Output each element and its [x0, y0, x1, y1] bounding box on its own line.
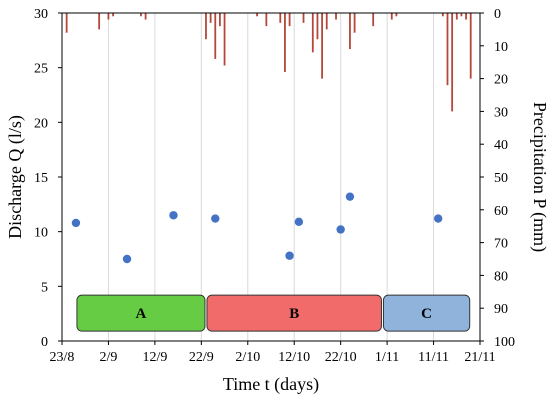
- right-y-tick-label: 50: [494, 171, 508, 186]
- precipitation-bar: [265, 13, 268, 27]
- x-tick-label: 23/8: [50, 350, 75, 365]
- left-y-tick-label: 20: [34, 116, 48, 131]
- right-y-axis-title: Precipitation P (mm): [529, 102, 550, 252]
- precipitation-series: [65, 13, 472, 112]
- discharge-point: [336, 225, 345, 234]
- right-y-tick-label: 10: [494, 40, 508, 55]
- precipitation-bar: [455, 13, 458, 20]
- discharge-point: [434, 214, 443, 223]
- period-bands: A B C: [76, 294, 471, 332]
- x-tick-label: 22/9: [189, 350, 214, 365]
- precipitation-bar: [214, 13, 217, 59]
- right-y-tick-label: 60: [494, 204, 508, 219]
- left-y-tick-label: 0: [41, 335, 48, 350]
- x-tick-label: 12/9: [142, 350, 167, 365]
- precipitation-bar: [469, 13, 472, 79]
- grid-lines: [107, 13, 481, 341]
- precipitation-bar: [372, 13, 375, 27]
- precipitation-bar: [349, 13, 351, 50]
- x-axis-title: Time t (days): [223, 374, 319, 395]
- precipitation-bar: [98, 13, 101, 30]
- right-y-tick-label: 90: [494, 302, 508, 317]
- right-y-tick-label: 40: [494, 138, 508, 153]
- precipitation-bar: [219, 13, 221, 27]
- precipitation-bar: [107, 13, 110, 20]
- precipitation-bar: [441, 13, 444, 17]
- precipitation-bar: [321, 13, 323, 79]
- period-B-label: B: [289, 306, 299, 322]
- precipitation-bar: [144, 13, 147, 20]
- precipitation-bar: [316, 13, 319, 40]
- left-y-tick-label: 15: [34, 171, 48, 186]
- precipitation-bar: [311, 13, 314, 53]
- right-y-tick-label: 0: [494, 7, 501, 22]
- precipitation-bar: [256, 13, 258, 17]
- precipitation-bar: [325, 13, 328, 30]
- left-y-tick-label: 5: [41, 280, 48, 295]
- precipitation-bar: [205, 13, 207, 40]
- precipitation-bar: [279, 13, 282, 23]
- left-y-tick-label: 30: [34, 7, 48, 22]
- right-y-tick-label: 20: [494, 73, 508, 88]
- precipitation-bar: [390, 13, 393, 20]
- right-y-tick-label: 30: [494, 105, 508, 120]
- precipitation-bar: [465, 13, 467, 20]
- x-tick-label: 2/10: [235, 350, 260, 365]
- x-tick-label: 22/10: [325, 350, 357, 365]
- precipitation-bar: [65, 13, 68, 33]
- x-tick-label: 2/9: [99, 350, 117, 365]
- precipitation-bar: [112, 13, 114, 17]
- period-C-band: [382, 294, 471, 332]
- precipitation-bar: [446, 13, 449, 86]
- discharge-point: [285, 251, 294, 260]
- discharge-point: [345, 192, 355, 201]
- precipitation-bar: [395, 13, 398, 17]
- tick-labels: 23/8 2/9 12/9 22/9 2/10 12/10 22/10 1/11 11/11 21…: [34, 7, 515, 365]
- discharge-point: [71, 218, 81, 228]
- precipitation-bar: [140, 13, 142, 17]
- precipitation-bar: [451, 13, 454, 112]
- axes: [58, 12, 484, 345]
- right-y-tick-label: 70: [494, 237, 508, 252]
- precipitation-bar: [460, 13, 463, 17]
- period-C-label: C: [421, 306, 432, 322]
- discharge-point: [169, 211, 178, 220]
- x-tick-label: 11/11: [418, 350, 449, 365]
- right-y-tick-label: 100: [494, 335, 515, 350]
- right-y-tick-label: 80: [494, 269, 508, 284]
- precipitation-bar: [223, 13, 226, 66]
- x-tick-label: 21/11: [464, 350, 495, 365]
- period-B-band: [206, 294, 382, 332]
- left-y-tick-label: 25: [34, 62, 48, 77]
- precipitation-bar: [209, 13, 212, 23]
- precipitation-bar: [302, 13, 305, 23]
- left-y-axis-title: Discharge Q (l/s): [5, 115, 26, 239]
- x-tick-label: 1/11: [375, 350, 399, 365]
- discharge-point: [122, 254, 132, 264]
- precipitation-bar: [335, 13, 337, 20]
- discharge-series: [71, 192, 443, 264]
- discharge-point: [211, 214, 220, 223]
- precipitation-bar: [353, 13, 356, 33]
- precipitation-bar: [284, 13, 286, 73]
- plot-frame: [61, 12, 481, 342]
- precipitation-bar: [288, 13, 291, 27]
- period-A-band: [76, 294, 206, 332]
- period-A-label: A: [136, 306, 147, 322]
- discharge-point: [294, 217, 304, 227]
- x-tick-label: 12/10: [278, 350, 310, 365]
- left-y-tick-label: 10: [34, 226, 48, 241]
